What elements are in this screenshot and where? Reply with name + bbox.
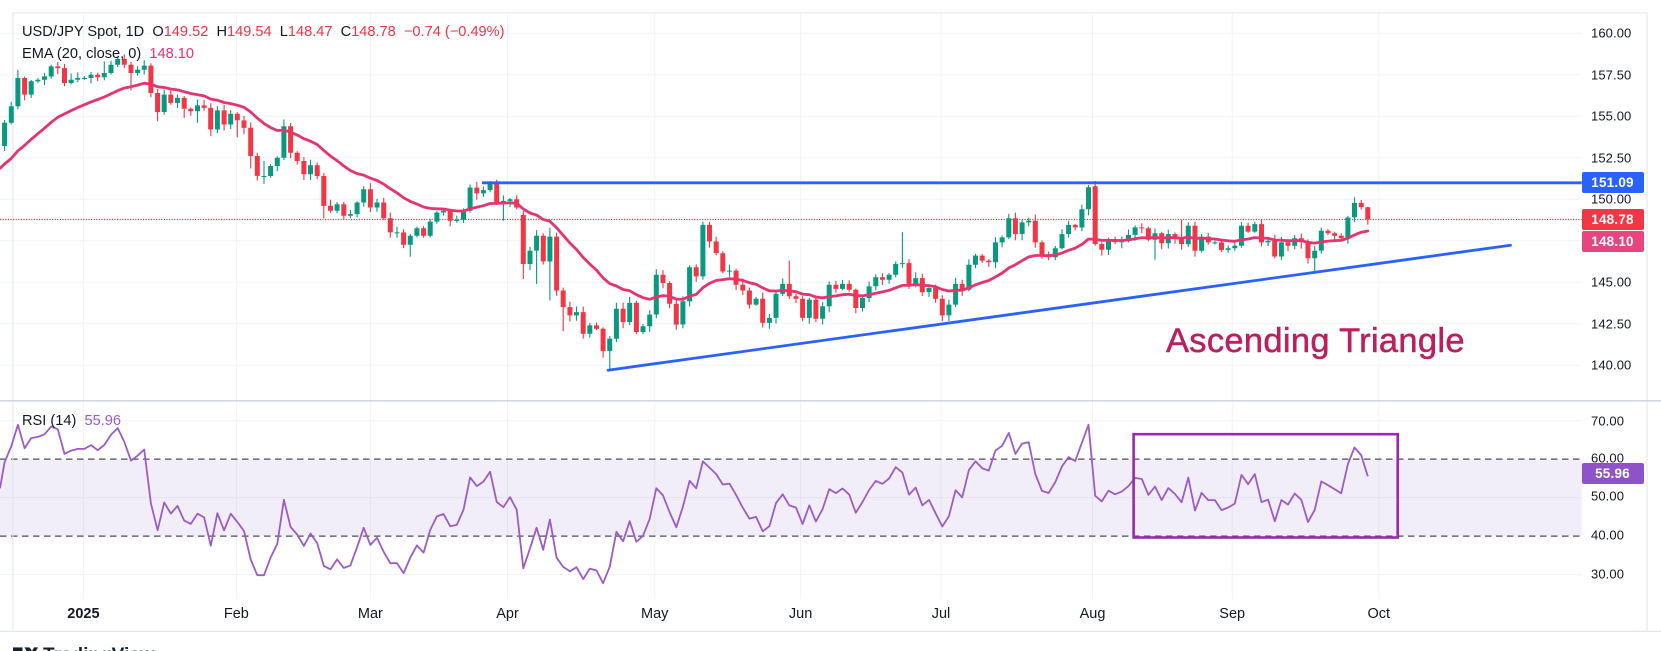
svg-text:TradingView: TradingView	[43, 645, 155, 651]
